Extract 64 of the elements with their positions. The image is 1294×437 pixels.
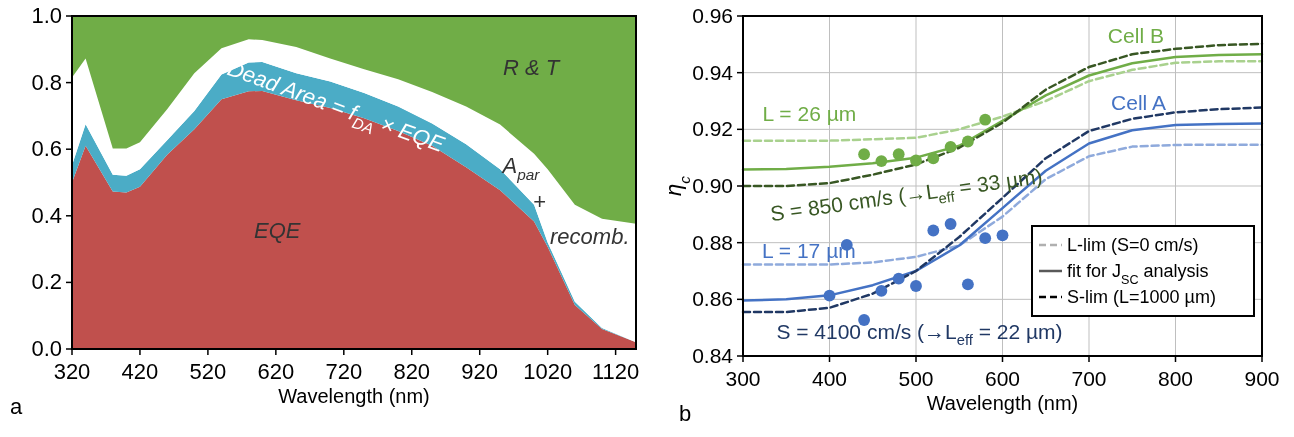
annotation: EQE: [254, 218, 301, 244]
point: [823, 289, 836, 302]
y-tick-label: 0.86: [692, 287, 733, 311]
y-tick-label: 0.90: [692, 174, 733, 197]
annotation: L = 26 µm: [762, 101, 857, 125]
point: [944, 218, 957, 230]
text: a: [10, 394, 23, 419]
x-tick-label: 800: [1157, 367, 1194, 390]
point: [858, 148, 871, 161]
annotation: R & T: [502, 55, 561, 81]
point: [961, 278, 974, 291]
y-tick-label: 0.88: [692, 230, 733, 254]
point: [927, 224, 940, 237]
point: [875, 284, 888, 297]
x-tick-label: 1020: [523, 359, 573, 384]
x-tick-label: 300: [725, 367, 761, 390]
x-tick-label: 700: [1071, 367, 1107, 390]
annotation: L-lim (S=0 cm/s): [1067, 235, 1199, 255]
x-tick-label: 900: [1244, 367, 1280, 390]
annotation: fit for J$_{SC}$ analysis: [1067, 261, 1209, 287]
point: [996, 229, 1009, 242]
x-tick-label: 620: [257, 359, 295, 384]
point: [927, 152, 940, 165]
point: [892, 272, 905, 285]
point: [979, 113, 992, 126]
annotation: S-lim (L=1000 µm): [1067, 287, 1216, 307]
y-tick-label: 0.8: [31, 69, 62, 95]
y-tick-label: 0.6: [31, 136, 62, 162]
y-tick-label: 0.4: [31, 202, 62, 228]
annotation: Cell A: [1111, 90, 1166, 114]
line-series: [741, 60, 1264, 142]
point: [910, 154, 922, 167]
line-series: [741, 143, 1264, 266]
point: [944, 140, 957, 153]
x-tick-label: 420: [121, 359, 159, 384]
y-tick-label: 0.96: [692, 4, 733, 27]
x-tick-label: 520: [189, 359, 227, 384]
point: [979, 232, 992, 245]
x-tick-label: 820: [393, 359, 431, 384]
text: b: [679, 401, 692, 426]
y-tick-label: 0.0: [31, 336, 62, 361]
y-tick-label: 1.0: [31, 3, 62, 28]
x-tick-label: 600: [984, 367, 1021, 390]
y-tick-label: 0.2: [31, 269, 62, 295]
x-tick-label: 320: [53, 359, 91, 384]
annotation: Cell B: [1107, 23, 1164, 47]
y-tick-label: 0.92: [692, 117, 733, 141]
point: [961, 135, 974, 148]
annotation: +: [533, 189, 546, 215]
x-axis-title: Wavelength (nm): [926, 392, 1079, 414]
x-tick-label: 400: [811, 367, 848, 390]
point: [858, 314, 871, 326]
annotation: S = 4100 cm/s (→L$_{eff}$ = 22 µm): [776, 319, 1063, 349]
x-axis-title: Wavelength (nm): [278, 385, 430, 407]
y-tick-label: 0.94: [692, 60, 734, 84]
annotation: recomb.: [550, 224, 630, 250]
x-tick-label: 720: [325, 359, 363, 384]
x-tick-label: 500: [898, 367, 934, 390]
point: [875, 155, 888, 167]
x-tick-label: 1120: [591, 359, 640, 384]
x-tick-label: 920: [461, 359, 499, 384]
point: [910, 280, 922, 292]
annotation: A$_{par}$: [500, 152, 541, 183]
y-tick-label: 0.84: [692, 344, 734, 367]
